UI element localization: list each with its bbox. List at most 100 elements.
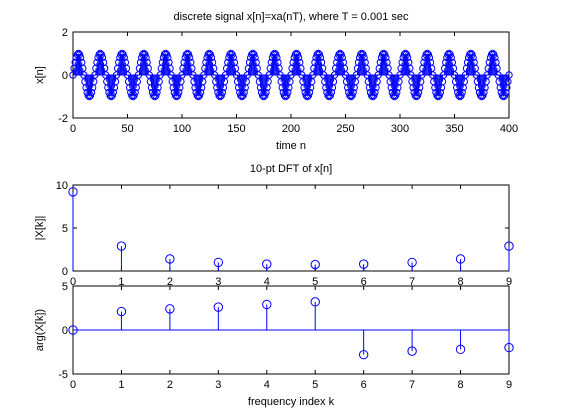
chart-0-point bbox=[292, 49, 301, 58]
chart-0-point bbox=[502, 88, 510, 97]
chart-0-point bbox=[129, 92, 137, 101]
chart-1-xtick-label: 3 bbox=[215, 276, 221, 288]
chart-0-series-0 bbox=[69, 49, 513, 101]
chart-0-xtick-label: 250 bbox=[336, 123, 354, 135]
chart-0-point bbox=[260, 92, 268, 101]
chart-0-point bbox=[358, 49, 366, 58]
chart-0-point bbox=[480, 88, 488, 97]
chart-0-point bbox=[119, 50, 127, 59]
chart-0-point bbox=[390, 92, 399, 101]
chart-0-point bbox=[85, 92, 94, 101]
chart-0-point bbox=[505, 71, 513, 79]
chart-0-point bbox=[251, 53, 259, 62]
chart-1-title: 10-pt DFT of x[n] bbox=[250, 163, 332, 175]
chart-2-ytick-label: 0 bbox=[62, 325, 68, 337]
chart-1-point bbox=[262, 259, 272, 269]
chart-2-xtick-label: 1 bbox=[118, 379, 124, 391]
chart-0-point bbox=[436, 88, 445, 97]
chart-0-point bbox=[468, 50, 476, 59]
chart-2-point bbox=[262, 299, 272, 310]
chart-0-xtick-label: 400 bbox=[500, 123, 518, 135]
chart-0-point bbox=[97, 50, 106, 59]
chart-0-point bbox=[434, 92, 442, 101]
chart-0-point bbox=[238, 92, 246, 101]
chart-2-xtick-label: 7 bbox=[409, 379, 415, 391]
chart-1-xtick-label: 9 bbox=[506, 276, 512, 288]
chart-2-xlabel: frequency index k bbox=[248, 396, 335, 408]
chart-0-point bbox=[401, 49, 410, 58]
chart-0-point bbox=[458, 88, 466, 97]
chart-2-xtick-label: 3 bbox=[215, 379, 221, 391]
chart-0-point bbox=[413, 91, 422, 100]
chart-0-point bbox=[424, 50, 433, 59]
chart-0-ylabel: x[n] bbox=[34, 66, 46, 84]
chart-1-point bbox=[504, 241, 514, 251]
chart-2-xtick-label: 4 bbox=[264, 379, 270, 391]
chart-0-point bbox=[478, 92, 486, 101]
chart-1-point bbox=[358, 259, 369, 269]
chart-1-point bbox=[310, 259, 320, 270]
chart-0-point bbox=[109, 88, 118, 97]
chart-0-point bbox=[371, 88, 379, 97]
chart-1-point bbox=[165, 254, 175, 264]
chart-0-point bbox=[227, 49, 235, 58]
chart-0-title: discrete signal x[n]=xa(nT), where T = 0… bbox=[174, 11, 409, 23]
chart-0-point bbox=[108, 91, 116, 100]
chart-2-xtick-label: 8 bbox=[457, 379, 463, 391]
chart-0-point bbox=[491, 53, 499, 62]
chart-0-point bbox=[412, 92, 421, 101]
chart-0-xtick-label: 150 bbox=[227, 123, 245, 135]
chart-0-xlabel: time n bbox=[276, 140, 306, 152]
chart-0-point bbox=[349, 88, 357, 97]
chart-2-series-0 bbox=[68, 297, 514, 360]
chart-2-ytick-label: 5 bbox=[62, 281, 68, 293]
chart-1-ytick-label: 0 bbox=[62, 266, 68, 278]
chart-0-point bbox=[164, 53, 172, 62]
chart-0-point bbox=[316, 53, 325, 62]
chart-2-point bbox=[358, 349, 369, 360]
chart-0-point bbox=[270, 49, 279, 58]
chart-1-xtick-label: 8 bbox=[457, 276, 463, 288]
chart-0-point bbox=[142, 53, 150, 62]
chart-0-point bbox=[379, 49, 388, 58]
chart-0-point bbox=[229, 53, 237, 62]
chart-0-point bbox=[445, 49, 453, 58]
chart-2-xtick-label: 2 bbox=[167, 379, 173, 391]
chart-0-point bbox=[499, 92, 508, 101]
chart-0-point bbox=[87, 88, 96, 97]
chart-0-point bbox=[107, 92, 115, 101]
chart-1-ylabel: |X[k]| bbox=[34, 216, 46, 241]
chart-0-ytick-label: 0 bbox=[62, 70, 68, 82]
chart-0-point bbox=[338, 53, 346, 62]
chart-0-point bbox=[141, 50, 149, 59]
chart-0-xtick-label: 200 bbox=[282, 123, 300, 135]
chart-1-point bbox=[407, 257, 417, 268]
chart-0-point bbox=[500, 91, 509, 100]
chart-0-point bbox=[216, 92, 224, 101]
chart-0-point bbox=[240, 88, 248, 97]
chart-0-point bbox=[249, 49, 257, 58]
chart-0-point bbox=[151, 92, 159, 101]
chart-0-point bbox=[314, 49, 322, 58]
chart-2-point bbox=[310, 297, 320, 307]
chart-0-point bbox=[175, 88, 183, 97]
chart-0-point bbox=[120, 53, 128, 62]
chart-0-point bbox=[294, 53, 303, 62]
chart-0-point bbox=[327, 88, 336, 97]
chart-0-point bbox=[185, 53, 194, 62]
chart-1-xtick-label: 2 bbox=[167, 276, 173, 288]
chart-1-point bbox=[455, 254, 466, 264]
chart-0-point bbox=[446, 50, 454, 59]
chart-0-point bbox=[98, 53, 107, 62]
chart-2-xtick-label: 5 bbox=[312, 379, 318, 391]
chart-2-point bbox=[165, 304, 175, 314]
chart-0-point bbox=[369, 92, 377, 101]
chart-1-xtick-label: 0 bbox=[70, 276, 76, 288]
chart-0-point bbox=[250, 50, 258, 59]
chart-0-point bbox=[118, 49, 126, 58]
chart-2-xtick-label: 9 bbox=[506, 379, 512, 391]
chart-1-point bbox=[68, 187, 78, 197]
